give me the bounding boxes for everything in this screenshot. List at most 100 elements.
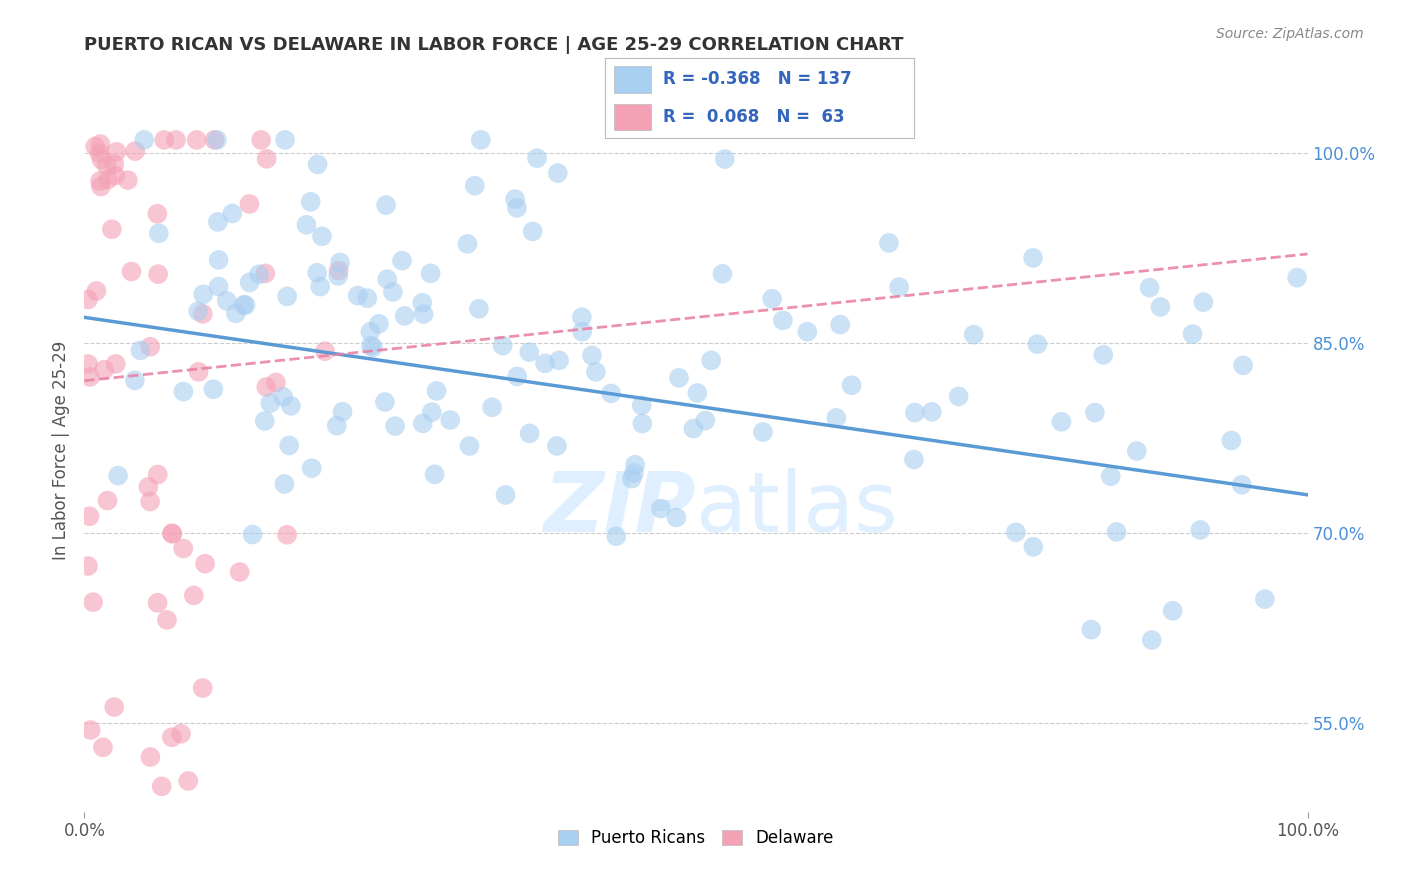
Point [522,224,544,238]
Point [104,357,127,371]
Point [1254,592,1277,607]
Point [841,378,863,392]
Point [193,287,215,301]
Point [700,353,723,368]
Point [1050,415,1073,429]
Point [1189,523,1212,537]
Point [221,206,243,220]
Point [1080,623,1102,637]
Point [714,152,737,166]
Point [259,396,281,410]
Point [187,304,209,318]
Point [517,345,540,359]
Point [84,139,107,153]
Point [91,740,114,755]
Point [439,413,461,427]
Point [121,264,143,278]
Point [276,289,298,303]
Point [256,152,278,166]
Point [375,198,398,212]
Point [581,348,603,362]
Point [301,461,323,475]
Point [295,218,318,232]
Point [89,136,111,151]
Point [124,144,146,158]
Point [170,727,193,741]
Point [124,373,146,387]
Point [117,173,139,187]
Point [412,417,434,431]
Point [239,276,262,290]
Point [1022,540,1045,554]
Point [96,493,118,508]
Point [191,681,214,695]
Point [232,298,254,312]
Point [825,411,848,425]
Point [207,279,229,293]
Point [271,390,294,404]
Point [1286,270,1309,285]
Point [274,133,297,147]
Point [82,595,104,609]
Point [711,267,734,281]
Text: Source: ZipAtlas.com: Source: ZipAtlas.com [1216,27,1364,41]
Point [254,380,277,394]
Point [90,153,112,167]
Point [921,405,943,419]
Point [519,426,541,441]
Point [468,301,491,316]
Point [1005,525,1028,540]
Point [89,174,111,188]
Point [391,253,413,268]
Point [367,317,389,331]
Point [150,780,173,794]
Point [205,133,228,147]
Point [796,325,818,339]
Point [89,146,111,161]
Point [160,526,183,541]
Point [668,371,690,385]
Point [546,439,568,453]
Point [104,169,127,183]
Point [458,439,481,453]
Point [1022,251,1045,265]
Point [506,369,529,384]
Point [470,133,492,147]
Point [207,215,229,229]
Point [264,376,287,390]
Point [160,526,183,541]
Point [877,235,900,250]
Point [79,509,101,524]
Point [1230,477,1253,491]
Point [311,229,333,244]
Point [328,268,350,283]
Text: R =  0.068   N =  63: R = 0.068 N = 63 [664,108,845,126]
Point [247,267,270,281]
Point [526,151,548,165]
Point [254,266,277,280]
Point [207,252,229,267]
Point [1220,434,1243,448]
Point [307,157,329,171]
Point [394,309,416,323]
Point [242,527,264,541]
Point [412,307,434,321]
Point [374,395,396,409]
Point [165,133,187,147]
Point [904,406,927,420]
Point [187,365,209,379]
Point [332,405,354,419]
Point [103,157,125,171]
Point [547,166,569,180]
Point [456,236,478,251]
Point [79,723,101,737]
Point [156,613,179,627]
Bar [614,103,651,130]
Point [481,401,503,415]
Point [1026,337,1049,351]
Point [103,700,125,714]
Point [172,384,194,399]
Point [425,384,447,398]
Point [360,339,382,353]
Point [464,178,486,193]
